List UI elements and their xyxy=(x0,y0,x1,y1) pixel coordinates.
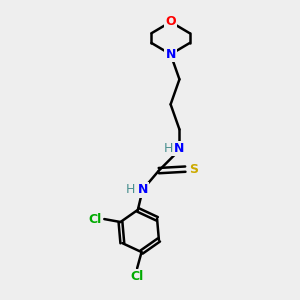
Text: O: O xyxy=(165,15,176,28)
Text: Cl: Cl xyxy=(130,270,144,283)
Text: H: H xyxy=(164,142,173,155)
Text: Cl: Cl xyxy=(88,213,101,226)
Text: S: S xyxy=(189,163,198,176)
Text: N: N xyxy=(137,183,148,196)
Text: N: N xyxy=(174,142,184,155)
Text: H: H xyxy=(126,183,135,196)
Text: N: N xyxy=(165,48,176,61)
